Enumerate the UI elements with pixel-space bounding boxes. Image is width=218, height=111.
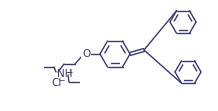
Text: O: O xyxy=(82,49,90,59)
Text: NH: NH xyxy=(57,69,73,79)
Text: −: − xyxy=(58,76,64,85)
Text: +: + xyxy=(66,67,72,76)
Text: Cl: Cl xyxy=(51,78,61,88)
